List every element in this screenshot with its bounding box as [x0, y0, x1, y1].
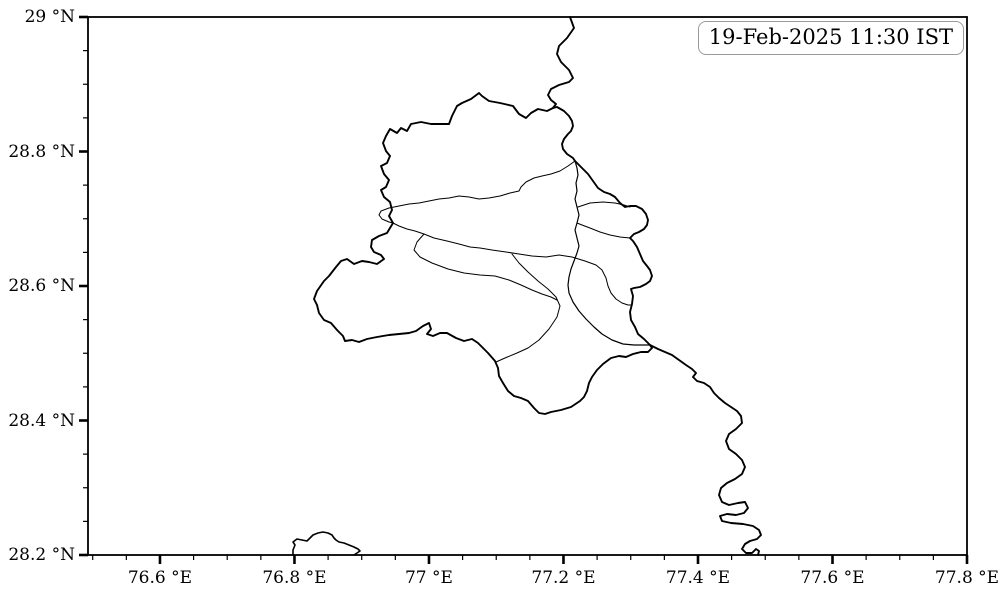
- map-line-nct-delhi-outer-boundary: [313, 92, 653, 415]
- map-line-district-boundary-northeast-lower: [576, 222, 631, 239]
- x-tick-label: 77.4 °E: [665, 568, 731, 588]
- y-tick-label: 28.4 °N: [8, 410, 75, 431]
- map-line-district-boundary-north: [378, 160, 576, 224]
- x-tick-label: 77.2 °E: [531, 568, 596, 588]
- timestamp-text: 19-Feb-2025 11:30 IST: [708, 25, 953, 49]
- map-line-yamuna-river-downstream: [649, 344, 762, 556]
- map-line-district-boundary-newdelhi: [495, 253, 561, 363]
- y-tick-label: 29 °N: [24, 7, 75, 27]
- map-line-district-boundary-west-central: [392, 222, 632, 306]
- x-tick-label: 77.8 °E: [934, 568, 1000, 588]
- x-tick-label: 76.6 °E: [127, 568, 193, 588]
- y-tick-label: 28.6 °N: [8, 276, 75, 296]
- x-tick-label: 77 °E: [404, 568, 453, 588]
- map-line-district-boundary-northeast-upper: [577, 201, 631, 208]
- x-tick-label: 77.6 °E: [800, 568, 865, 588]
- y-tick-label: 28.8 °N: [8, 141, 75, 162]
- map-line-yamuna-river-inside-delhi: [567, 160, 651, 346]
- map-line-south-clipped-boundary: [292, 531, 361, 556]
- y-tick-label: 28.2 °N: [8, 545, 75, 565]
- map-line-yamuna-river-upstream: [547, 16, 575, 109]
- x-tick-label: 76.8 °E: [262, 568, 327, 588]
- plot-frame: [87, 16, 968, 556]
- map-line-district-boundary-southwest-central: [413, 233, 558, 301]
- timestamp-badge: 19-Feb-2025 11:30 IST: [697, 21, 964, 55]
